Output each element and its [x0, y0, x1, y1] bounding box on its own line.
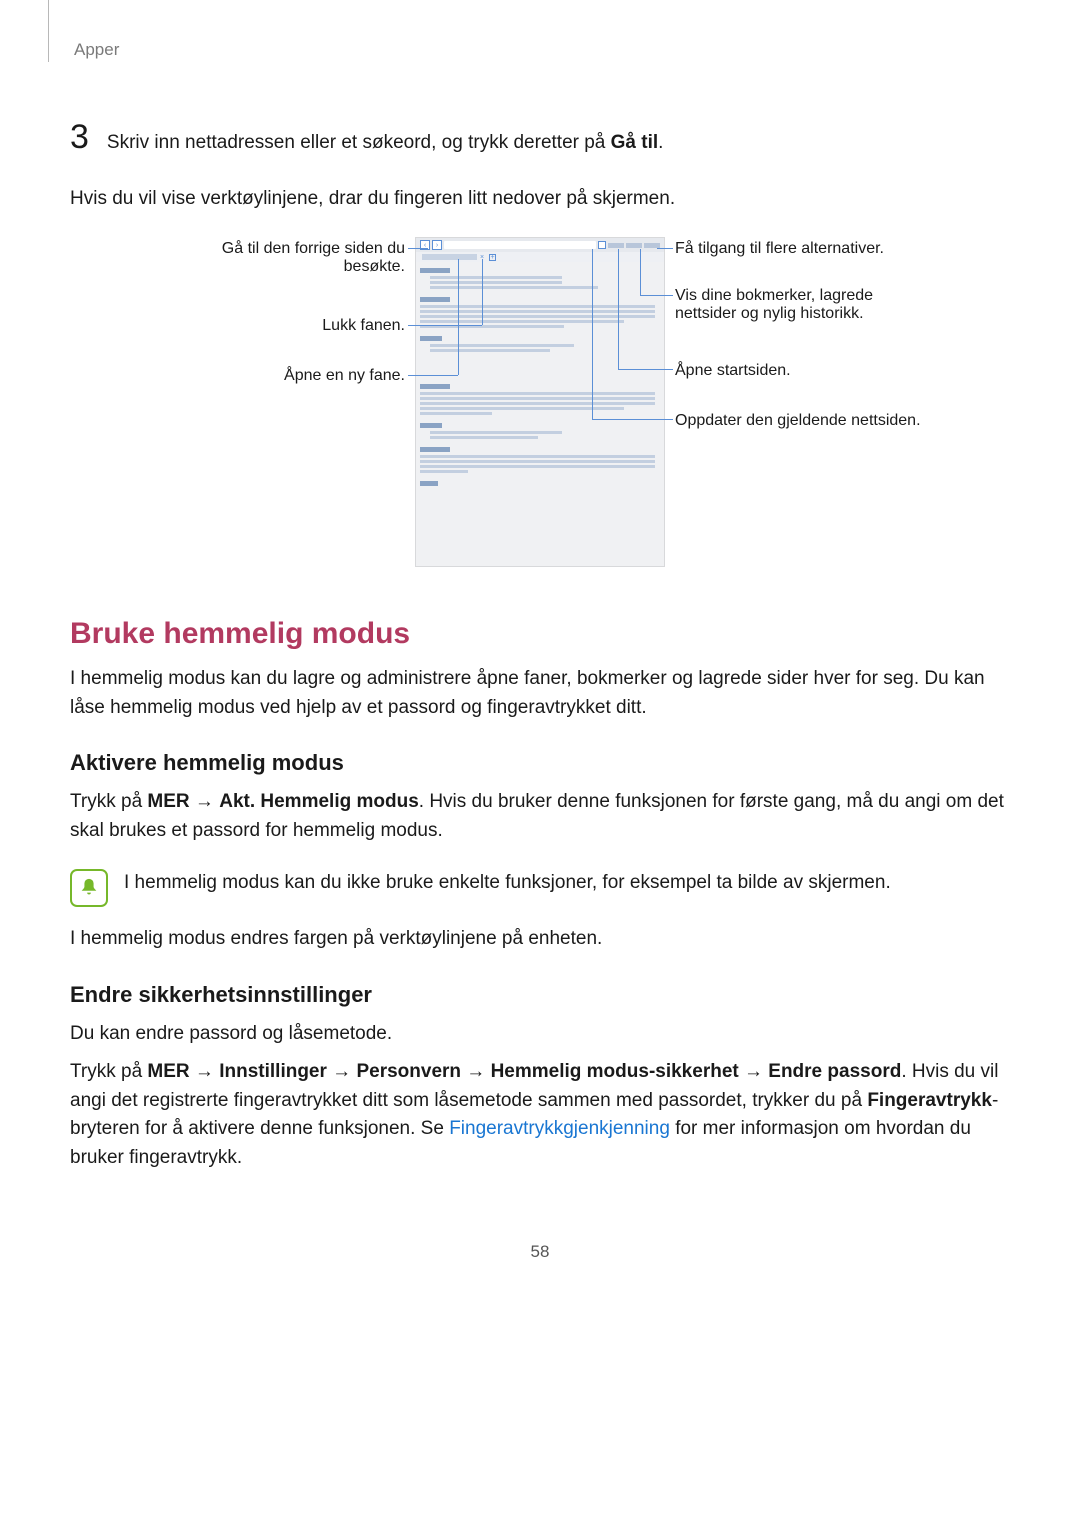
refresh-icon[interactable] — [598, 241, 606, 249]
step-action-bold: Gå til — [611, 132, 659, 153]
security-p2: Trykk på MER → Innstillinger → Personver… — [70, 1058, 1010, 1172]
txt-bold: Hemmelig modus-sikkerhet — [491, 1061, 739, 1082]
leader-line — [618, 249, 619, 369]
new-tab-icon[interactable]: + — [489, 254, 496, 261]
security-p1: Du kan endre passord og låsemetode. — [70, 1020, 1010, 1049]
callout-refresh: Oppdater den gjeldende nettsiden. — [675, 412, 935, 430]
leader-line — [592, 249, 593, 419]
txt-bold: MER — [147, 791, 189, 812]
home-icon[interactable] — [608, 243, 624, 248]
activate-title: Aktivere hemmelig modus — [70, 750, 1010, 776]
leader-line — [458, 259, 459, 375]
after-note-text: I hemmelig modus endres fargen på verktø… — [70, 925, 1010, 954]
txt-bold: Fingeravtrykk — [867, 1090, 992, 1111]
callout-bookmarks: Vis dine bokmerker, lagrede nettsider og… — [675, 287, 935, 323]
txt: Trykk på — [70, 1061, 147, 1082]
step-prefix: Skriv inn nettadressen eller et søkeord,… — [107, 132, 611, 153]
leader-line — [618, 369, 673, 370]
arrow: → — [190, 1061, 220, 1082]
leader-line — [408, 325, 482, 326]
arrow: → — [327, 1061, 357, 1082]
leader-line — [640, 249, 641, 295]
secret-mode-title: Bruke hemmelig modus — [70, 617, 1010, 651]
callout-home: Åpne startsiden. — [675, 362, 935, 380]
tab-1[interactable] — [422, 254, 477, 260]
note-box: I hemmelig modus kan du ikke bruke enkel… — [70, 869, 1010, 907]
secret-mode-intro: I hemmelig modus kan du lagre og adminis… — [70, 665, 1010, 722]
page-tab-edge — [48, 0, 49, 62]
txt-bold: Personvern — [356, 1061, 461, 1082]
callout-new-tab: Åpne en ny fane. — [185, 367, 405, 385]
step-suffix: . — [658, 132, 663, 153]
security-title: Endre sikkerhetsinnstillinger — [70, 982, 1010, 1008]
leader-line — [640, 295, 673, 296]
device-screenshot: ‹ › × + — [415, 237, 665, 567]
leader-line — [408, 375, 458, 376]
page-content-mock — [420, 268, 660, 486]
arrow: → — [739, 1061, 769, 1082]
activate-paragraph: Trykk på MER → Akt. Hemmelig modus. Hvis… — [70, 788, 1010, 845]
tab-bar: × + — [416, 252, 664, 262]
browser-diagram: Gå til den forrige siden du besøkte. Luk… — [70, 237, 1010, 577]
more-icon[interactable] — [644, 243, 660, 248]
txt-bold: Innstillinger — [219, 1061, 327, 1082]
callout-close-tab: Lukk fanen. — [185, 317, 405, 335]
browser-toolbar: ‹ › — [416, 238, 664, 252]
leader-line — [657, 248, 673, 249]
forward-icon[interactable]: › — [432, 240, 442, 250]
txt: Trykk på — [70, 791, 147, 812]
leader-line — [482, 259, 483, 325]
url-bar[interactable] — [444, 241, 596, 249]
txt-bold: Endre passord — [768, 1061, 901, 1082]
step-text: Skriv inn nettadressen eller et søkeord,… — [107, 130, 664, 157]
leader-line — [408, 248, 428, 249]
arrow: → — [461, 1061, 491, 1082]
arrow: → — [190, 791, 220, 812]
step-number: 3 — [70, 120, 89, 154]
callout-back: Gå til den forrige siden du besøkte. — [185, 240, 405, 276]
page-number: 58 — [70, 1242, 1010, 1262]
tab-close-icon[interactable]: × — [480, 254, 486, 260]
step-3: 3 Skriv inn nettadressen eller et søkeor… — [70, 120, 1010, 157]
note-bell-icon — [70, 869, 108, 907]
section-header: Apper — [74, 40, 1010, 60]
bookmarks-icon[interactable] — [626, 243, 642, 248]
link-fingeravtrykk[interactable]: Fingeravtrykkgjenkjenning — [449, 1118, 670, 1139]
txt-bold: Akt. Hemmelig modus — [219, 791, 419, 812]
note-text: I hemmelig modus kan du ikke bruke enkel… — [124, 869, 891, 898]
txt-bold: MER — [147, 1061, 189, 1082]
callout-more: Få tilgang til flere alternativer. — [675, 240, 935, 258]
intro-text: Hvis du vil vise verktøylinjene, drar du… — [70, 185, 1010, 214]
leader-line — [592, 419, 673, 420]
